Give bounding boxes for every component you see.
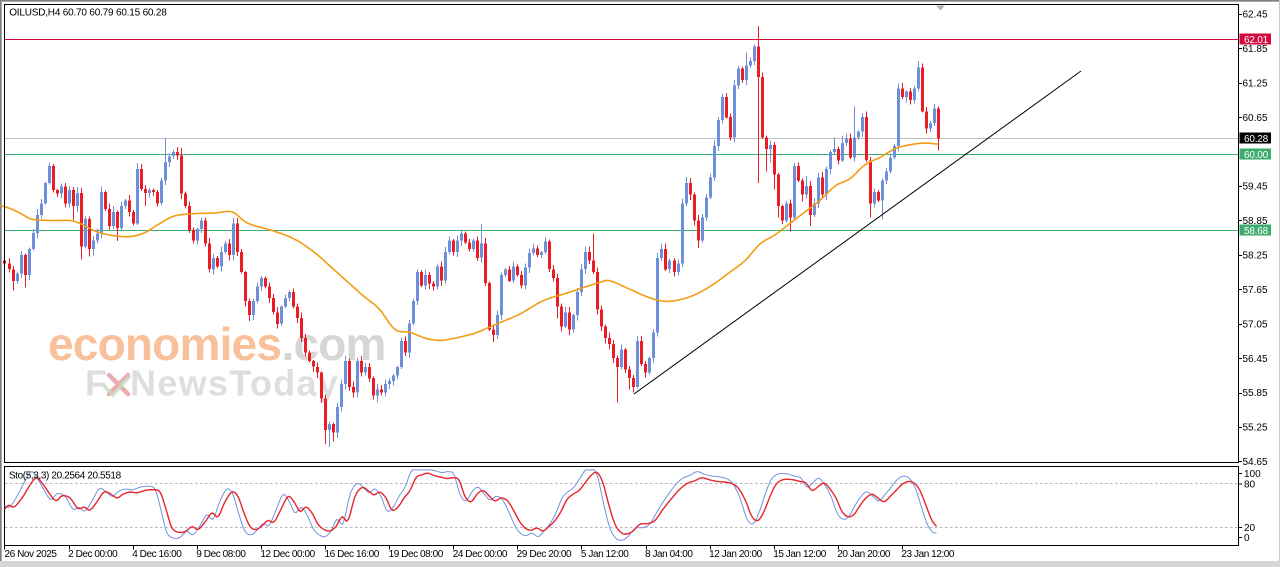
svg-text:19 Dec 08:00: 19 Dec 08:00 (389, 549, 444, 560)
svg-text:5 Jan 12:00: 5 Jan 12:00 (581, 549, 629, 560)
svg-text:62.01: 62.01 (1244, 35, 1269, 46)
svg-text:26 Nov 2025: 26 Nov 2025 (5, 549, 58, 560)
svg-text:55.85: 55.85 (1243, 388, 1268, 399)
svg-text:OILUSD,H4 60.70 60.79 60.15 6: OILUSD,H4 60.70 60.79 60.15 60.28 (9, 8, 167, 19)
svg-text:9 Dec 08:00: 9 Dec 08:00 (196, 549, 246, 560)
svg-text:61.85: 61.85 (1243, 44, 1268, 55)
svg-text:80: 80 (1244, 480, 1256, 491)
svg-text:62.45: 62.45 (1243, 10, 1268, 21)
svg-text:20: 20 (1244, 523, 1256, 534)
svg-text:58.68: 58.68 (1244, 226, 1269, 237)
svg-text:16 Dec 16:00: 16 Dec 16:00 (325, 549, 380, 560)
svg-text:56.45: 56.45 (1243, 354, 1268, 365)
svg-text:55.25: 55.25 (1243, 423, 1268, 434)
svg-text:54.65: 54.65 (1243, 457, 1268, 468)
svg-text:100: 100 (1244, 469, 1261, 480)
svg-text:58.85: 58.85 (1243, 216, 1268, 227)
svg-text:Sto(5,3,3) 20.2564 20.5518: Sto(5,3,3) 20.2564 20.5518 (9, 471, 122, 482)
svg-text:4 Dec 16:00: 4 Dec 16:00 (132, 549, 182, 560)
svg-text:15 Jan 12:00: 15 Jan 12:00 (773, 549, 827, 560)
svg-text:23 Jan 12:00: 23 Jan 12:00 (901, 549, 955, 560)
svg-text:8 Jan 04:00: 8 Jan 04:00 (645, 549, 693, 560)
svg-text:12 Jan 20:00: 12 Jan 20:00 (709, 549, 763, 560)
svg-text:NewsToday: NewsToday (130, 363, 339, 404)
svg-text:57.05: 57.05 (1243, 319, 1268, 330)
svg-text:58.25: 58.25 (1243, 251, 1268, 262)
svg-text:F: F (85, 363, 107, 404)
svg-text:61.25: 61.25 (1243, 78, 1268, 89)
svg-text:60.65: 60.65 (1243, 113, 1268, 124)
svg-text:57.65: 57.65 (1243, 285, 1268, 296)
svg-text:20 Jan 20:00: 20 Jan 20:00 (837, 549, 891, 560)
svg-text:59.45: 59.45 (1243, 182, 1268, 193)
svg-text:29 Dec 20:00: 29 Dec 20:00 (517, 549, 572, 560)
svg-text:0: 0 (1244, 533, 1250, 544)
svg-text:2 Dec 00:00: 2 Dec 00:00 (68, 549, 118, 560)
svg-text:economies: economies (48, 318, 281, 370)
svg-text:60.00: 60.00 (1244, 150, 1269, 161)
svg-text:.com: .com (282, 318, 386, 370)
svg-text:24 Dec 00:00: 24 Dec 00:00 (453, 549, 508, 560)
svg-text:12 Dec 00:00: 12 Dec 00:00 (260, 549, 315, 560)
svg-text:60.28: 60.28 (1244, 134, 1269, 145)
